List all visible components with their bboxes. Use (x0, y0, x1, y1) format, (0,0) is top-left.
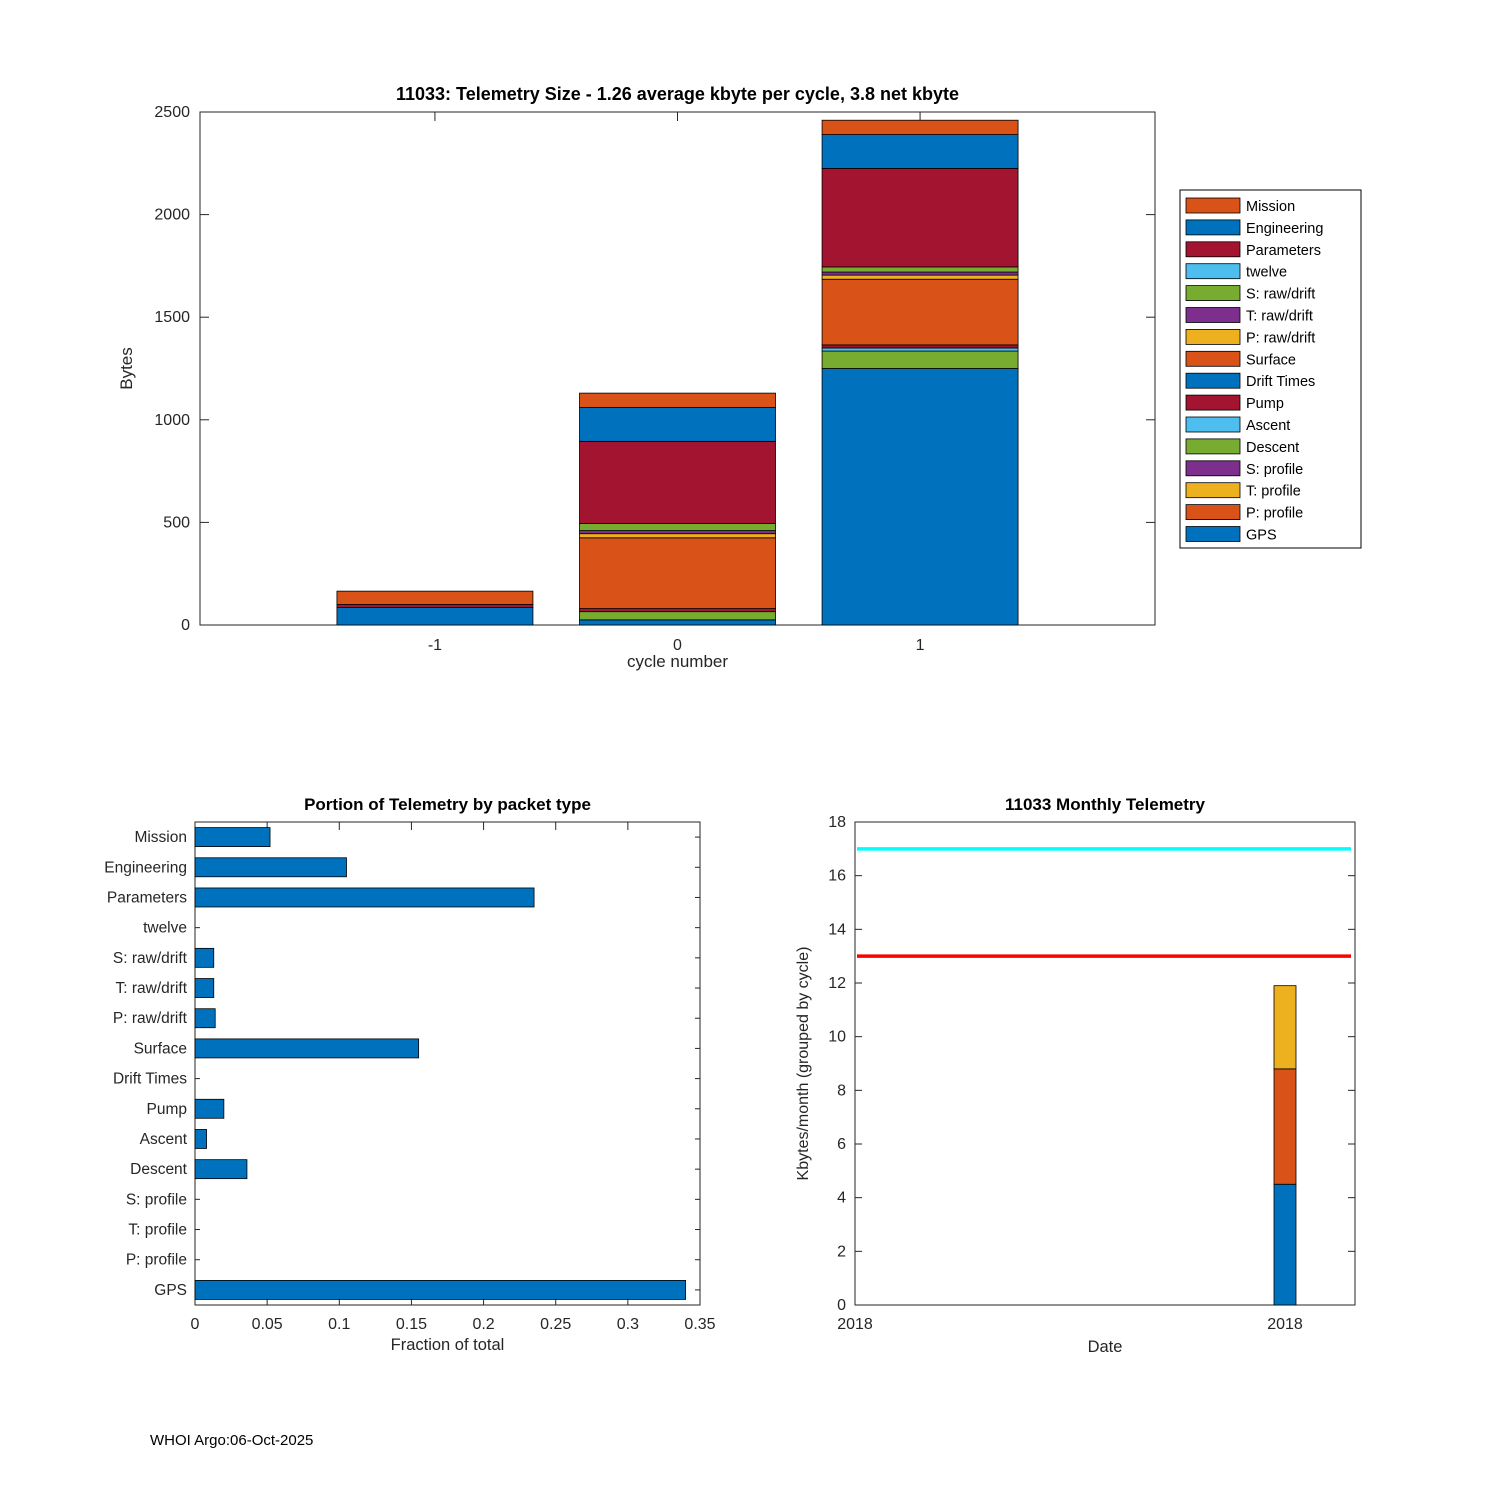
svg-text:Kbytes/month (grouped by cycle: Kbytes/month (grouped by cycle) (795, 947, 812, 1181)
svg-text:S: raw/drift: S: raw/drift (113, 950, 188, 967)
svg-text:1500: 1500 (154, 309, 190, 326)
svg-text:GPS: GPS (1246, 528, 1277, 544)
svg-text:0.25: 0.25 (540, 1316, 571, 1333)
svg-text:Descent: Descent (1246, 440, 1299, 456)
svg-text:6: 6 (837, 1136, 846, 1153)
monthly-telemetry-chart: 0 2 4 6 8 10 12 14 16 18 2018 2018 11033 Monthly Tel… (795, 795, 1356, 1356)
svg-text:500: 500 (163, 514, 190, 531)
svg-text:2018: 2018 (837, 1316, 873, 1333)
svg-text:Mission: Mission (1246, 199, 1295, 215)
svg-text:cycle number: cycle number (627, 652, 728, 671)
svg-text:S: profile: S: profile (126, 1191, 187, 1208)
svg-text:Parameters: Parameters (1246, 243, 1321, 259)
svg-text:Parameters: Parameters (107, 889, 187, 906)
svg-text:0.1: 0.1 (328, 1316, 350, 1333)
svg-text:10: 10 (828, 1029, 846, 1046)
svg-text:T: profile: T: profile (1246, 484, 1301, 500)
svg-text:16: 16 (828, 868, 846, 885)
svg-text:Pump: Pump (1246, 396, 1284, 412)
svg-text:twelve: twelve (1246, 265, 1287, 281)
svg-text:Engineering: Engineering (104, 859, 187, 876)
svg-text:Portion of Telemetry by packet: Portion of Telemetry by packet type (304, 795, 591, 814)
svg-text:T: raw/drift: T: raw/drift (116, 980, 188, 997)
svg-text:Drift Times: Drift Times (1246, 374, 1315, 390)
svg-text:0.2: 0.2 (472, 1316, 494, 1333)
svg-text:-1: -1 (428, 637, 442, 654)
svg-text:12: 12 (828, 975, 846, 992)
svg-text:0: 0 (673, 637, 682, 654)
svg-text:0: 0 (181, 617, 190, 634)
telemetry-size-stacked-bar-chart: 0 500 1000 1500 2000 2500 -1 0 1 11033: Telemetry… (117, 84, 1362, 671)
svg-text:8: 8 (837, 1082, 846, 1099)
svg-text:P: profile: P: profile (126, 1252, 187, 1269)
svg-text:11033: Telemetry Size - 1.26 a: 11033: Telemetry Size - 1.26 average kby… (396, 84, 959, 104)
footer-credit: WHOI Argo:06-Oct-2025 (150, 1432, 314, 1449)
svg-text:Ascent: Ascent (1246, 418, 1290, 434)
svg-text:0.15: 0.15 (396, 1316, 427, 1333)
svg-text:Fraction of total: Fraction of total (391, 1336, 505, 1354)
svg-text:2018: 2018 (1267, 1316, 1303, 1333)
svg-text:P: raw/drift: P: raw/drift (1246, 330, 1315, 346)
svg-text:0.3: 0.3 (617, 1316, 639, 1333)
portion-of-telemetry-hbar-chart: 0 0.05 0.1 0.15 0.2 0.25 0.3 0.35 Mission Enginee… (104, 795, 715, 1354)
svg-text:18: 18 (828, 814, 846, 831)
svg-text:0: 0 (837, 1297, 846, 1314)
svg-text:0: 0 (191, 1316, 200, 1333)
svg-text:1000: 1000 (154, 412, 190, 429)
svg-text:GPS: GPS (154, 1282, 187, 1299)
svg-text:Pump: Pump (147, 1101, 188, 1118)
svg-text:T: raw/drift: T: raw/drift (1246, 309, 1313, 325)
svg-text:Ascent: Ascent (140, 1131, 188, 1148)
svg-text:2000: 2000 (154, 207, 190, 224)
svg-text:4: 4 (837, 1190, 846, 1207)
svg-text:11033 Monthly Telemetry: 11033 Monthly Telemetry (1005, 795, 1206, 814)
svg-text:P: raw/drift: P: raw/drift (113, 1010, 188, 1027)
svg-text:Engineering: Engineering (1246, 221, 1323, 237)
svg-text:Mission: Mission (134, 829, 187, 846)
svg-text:Surface: Surface (1246, 352, 1296, 368)
svg-text:S: raw/drift: S: raw/drift (1246, 287, 1315, 303)
svg-text:Bytes: Bytes (117, 347, 136, 390)
svg-text:Surface: Surface (134, 1040, 187, 1057)
svg-text:twelve: twelve (143, 920, 187, 937)
svg-text:Descent: Descent (130, 1161, 188, 1178)
svg-text:S: profile: S: profile (1246, 462, 1303, 478)
svg-text:P: profile: P: profile (1246, 506, 1303, 522)
svg-text:Date: Date (1088, 1338, 1123, 1356)
svg-text:1: 1 (916, 637, 925, 654)
svg-text:0.35: 0.35 (684, 1316, 715, 1333)
svg-text:Drift Times: Drift Times (113, 1071, 187, 1088)
svg-text:2500: 2500 (154, 104, 190, 121)
svg-text:0.05: 0.05 (252, 1316, 283, 1333)
svg-text:T: profile: T: profile (128, 1222, 187, 1239)
svg-text:14: 14 (828, 921, 846, 938)
svg-text:2: 2 (837, 1243, 846, 1260)
